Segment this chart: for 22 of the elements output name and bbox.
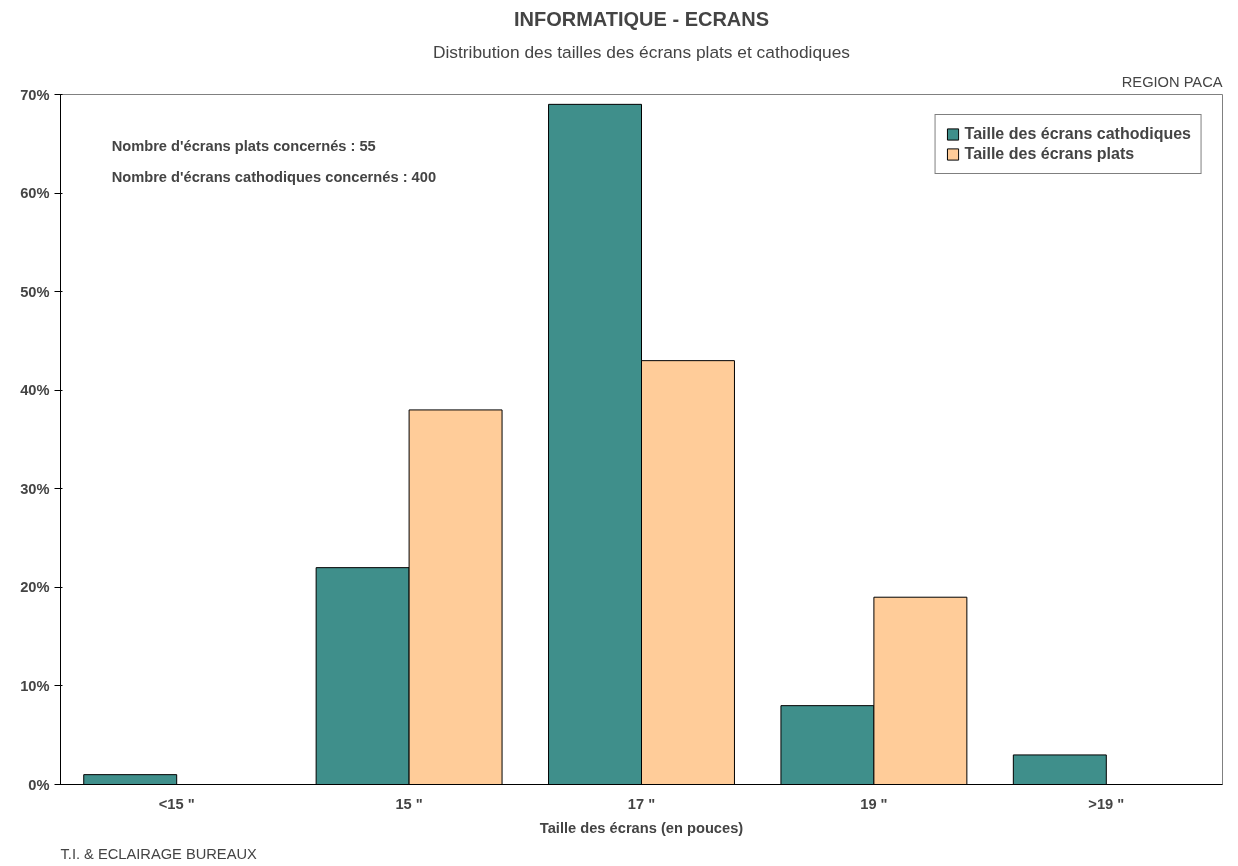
chart-subtitle: Distribution des tailles des écrans plats et cathodiques bbox=[432, 41, 851, 62]
chart-title: INFORMATIQUE - ECRANS bbox=[513, 7, 770, 30]
y-tick-label: 20% bbox=[20, 579, 50, 596]
y-tick-label: 70% bbox=[20, 86, 50, 103]
annotation: Nombre d'écrans cathodiques concernés : 400 bbox=[111, 169, 437, 186]
y-tick-label: 50% bbox=[20, 283, 50, 300]
y-tick-label: 60% bbox=[20, 185, 50, 202]
x-tick-label: >19 " bbox=[1088, 795, 1125, 812]
x-axis-title: Taille des écrans (en pouces) bbox=[539, 819, 744, 836]
text: REGION PACA bbox=[1121, 73, 1223, 90]
legend-label: Taille des écrans plats bbox=[964, 145, 1135, 163]
y-tick-label: 30% bbox=[20, 480, 50, 497]
y-tick-label: 40% bbox=[20, 382, 50, 399]
x-tick-label: 15 " bbox=[395, 795, 423, 812]
y-tick-label: 0% bbox=[28, 776, 50, 793]
x-tick-label: 17 " bbox=[627, 795, 656, 812]
text: T.I. & ECLAIRAGE BUREAUX bbox=[60, 845, 258, 862]
annotation: Nombre d'écrans plats concernés : 55 bbox=[111, 138, 376, 155]
y-tick-label: 10% bbox=[20, 677, 50, 694]
x-tick-label: <15 " bbox=[158, 795, 195, 812]
legend-label: Taille des écrans cathodiques bbox=[964, 125, 1191, 143]
x-tick-label: 19 " bbox=[860, 795, 888, 812]
